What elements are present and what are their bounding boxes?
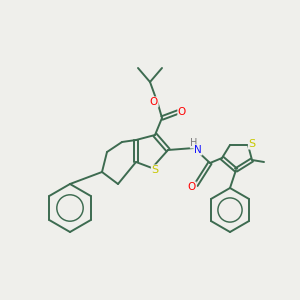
Text: O: O — [188, 182, 196, 192]
Text: H: H — [190, 138, 198, 148]
Text: S: S — [152, 165, 159, 175]
Text: N: N — [194, 145, 202, 155]
Text: O: O — [150, 97, 158, 107]
Text: O: O — [178, 107, 186, 117]
Text: S: S — [248, 139, 256, 149]
